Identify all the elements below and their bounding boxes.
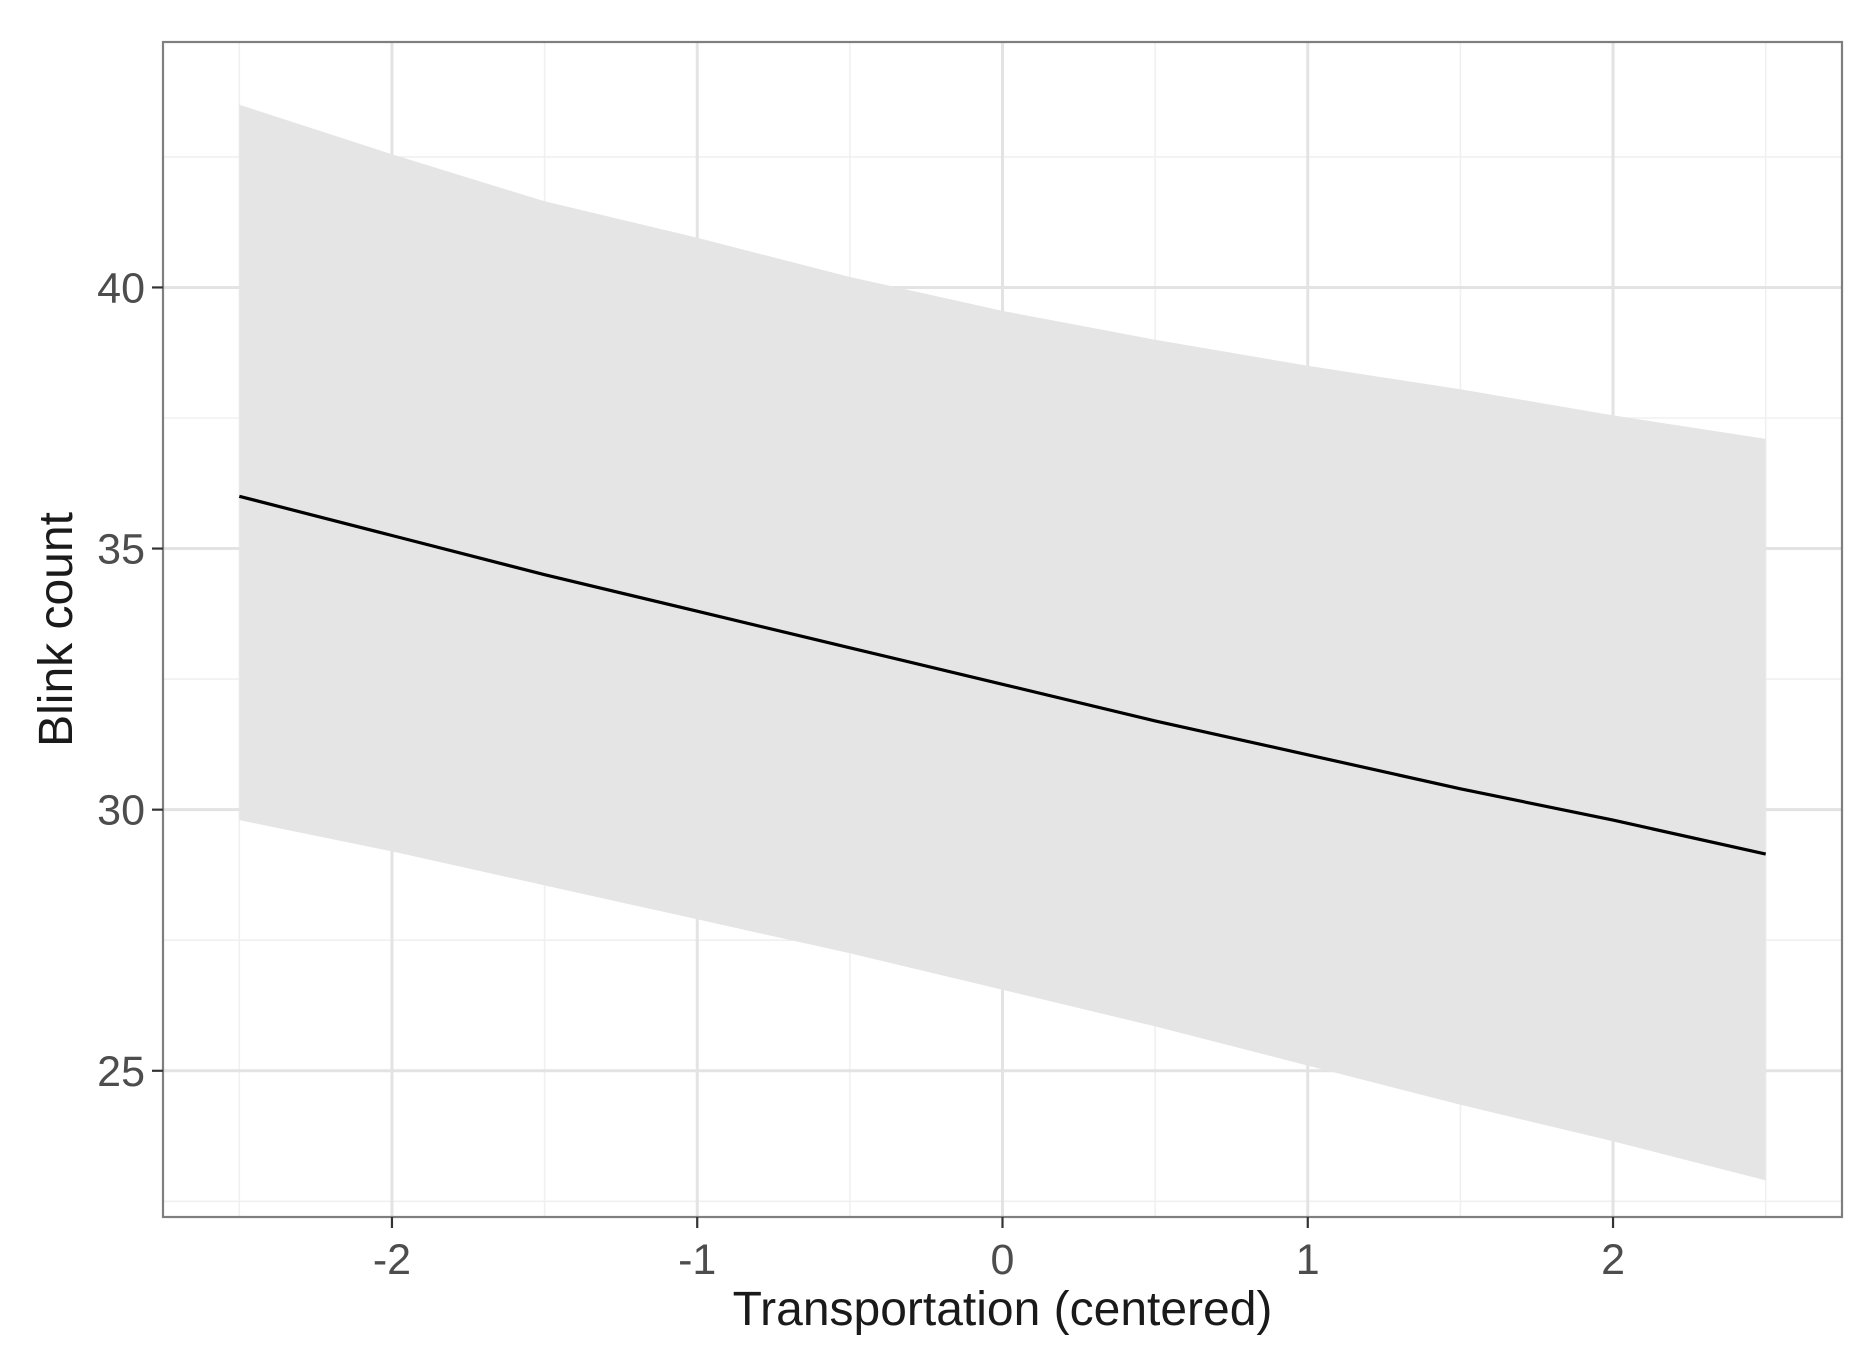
y-tick-label: 40 <box>97 264 145 312</box>
y-tick-label: 25 <box>97 1048 145 1096</box>
x-tick-label: 0 <box>991 1236 1015 1284</box>
x-tick-label: 1 <box>1296 1236 1320 1284</box>
x-tick-label: 2 <box>1601 1236 1625 1284</box>
x-axis: -2 -1 0 1 2 <box>373 1217 1625 1284</box>
y-axis: 25 30 35 40 <box>97 264 163 1096</box>
x-tick-label: -2 <box>373 1236 411 1284</box>
y-axis-title: Blink count <box>30 512 83 747</box>
x-axis-title: Transportation (centered) <box>733 1283 1273 1336</box>
y-tick-label: 30 <box>97 787 145 835</box>
confidence-band <box>239 104 1766 1181</box>
fitted-line <box>238 494 1767 856</box>
x-tick-label: -1 <box>678 1236 716 1284</box>
y-tick-label: 35 <box>97 526 145 574</box>
